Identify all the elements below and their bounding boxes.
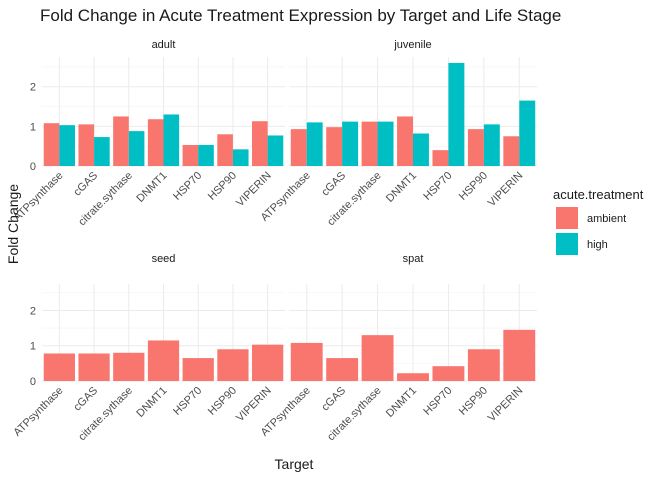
bar-spat-ambient-VIPERIN (503, 329, 536, 381)
x-tick-label: VIPERIN (234, 385, 274, 425)
chart-title: Fold Change in Acute Treatment Expressio… (40, 6, 561, 25)
bar-juvenile-high-HSP70 (448, 62, 465, 167)
bar-adult-high-citrate.sythase (128, 131, 145, 166)
bar-juvenile-high-HSP90 (483, 124, 500, 166)
bar-spat-ambient-ATPsynthase (290, 342, 323, 381)
x-tick-label: cGAS (71, 385, 100, 414)
bar-juvenile-high-citrate.sythase (377, 121, 394, 166)
bar-adult-high-HSP70 (198, 144, 214, 166)
facet-label: seed (152, 253, 176, 265)
bar-juvenile-ambient-ATPsynthase (290, 129, 307, 166)
y-tick-label: 0 (30, 376, 36, 388)
bar-seed-ambient-cGAS (78, 353, 110, 381)
x-tick-label: VIPERIN (486, 170, 526, 210)
bar-juvenile-ambient-HSP70 (432, 150, 449, 166)
x-tick-label: HSP90 (457, 385, 490, 418)
x-axis-title: Target (275, 456, 314, 472)
bar-spat-ambient-cGAS (326, 358, 359, 381)
bar-juvenile-high-ATPsynthase (306, 122, 323, 166)
y-axis-title: Fold Change (5, 184, 21, 264)
bar-juvenile-high-VIPERIN (519, 100, 536, 166)
facet-label: juvenile (393, 39, 431, 51)
bar-adult-ambient-HSP70 (182, 144, 199, 166)
x-tick-label: HSP70 (421, 170, 454, 203)
bar-juvenile-high-cGAS (342, 121, 359, 166)
x-tick-label: HSP70 (171, 170, 204, 203)
bar-juvenile-ambient-HSP90 (467, 129, 484, 166)
bar-adult-ambient-citrate.sythase (113, 116, 129, 166)
facet-label: adult (152, 39, 176, 51)
bar-seed-ambient-VIPERIN (252, 344, 284, 381)
bar-seed-ambient-ATPsynthase (43, 353, 75, 381)
x-tick-label: VIPERIN (486, 385, 526, 425)
x-tick-label: DNMT1 (134, 170, 169, 205)
bar-seed-ambient-citrate.sythase (113, 352, 145, 381)
bar-adult-high-HSP90 (232, 149, 249, 166)
legend-title: acute.treatment (553, 187, 644, 202)
x-tick-label: DNMT1 (134, 385, 169, 420)
x-tick-label: HSP90 (206, 170, 239, 203)
y-tick-label: 2 (30, 82, 36, 94)
bar-adult-high-DNMT1 (163, 114, 180, 166)
x-tick-label: cGAS (319, 170, 348, 199)
x-tick-label: DNMT1 (384, 170, 419, 205)
y-tick-label: 0 (30, 161, 36, 173)
x-tick-label: ATPsynthase (11, 385, 65, 439)
y-tick-label: 2 (30, 305, 36, 317)
bar-seed-ambient-HSP90 (217, 349, 249, 381)
x-tick-label: HSP90 (457, 170, 490, 203)
bar-adult-ambient-DNMT1 (147, 119, 164, 166)
bar-adult-high-ATPsynthase (59, 125, 75, 166)
y-tick-label: 1 (30, 341, 36, 353)
x-tick-label: DNMT1 (384, 385, 419, 420)
bar-adult-high-VIPERIN (267, 135, 284, 166)
legend: acute.treatment ambient high (553, 187, 644, 255)
bar-spat-ambient-citrate.sythase (361, 335, 394, 381)
bar-spat-ambient-HSP70 (432, 366, 465, 381)
x-tick-label: HSP70 (171, 385, 204, 418)
legend-key-high (556, 233, 578, 255)
bar-adult-ambient-cGAS (78, 124, 95, 166)
facet-label: spat (403, 253, 424, 265)
bar-juvenile-ambient-citrate.sythase (361, 121, 378, 166)
bar-spat-ambient-DNMT1 (397, 373, 429, 381)
bar-spat-ambient-HSP90 (467, 349, 500, 381)
bar-seed-ambient-DNMT1 (147, 340, 180, 381)
bar-juvenile-high-DNMT1 (413, 133, 429, 166)
y-tick-label: 1 (30, 121, 36, 133)
legend-label-ambient: ambient (587, 213, 626, 225)
legend-label-high: high (587, 239, 608, 251)
bar-juvenile-ambient-VIPERIN (503, 136, 520, 166)
bar-adult-high-cGAS (94, 137, 110, 166)
x-tick-label: VIPERIN (234, 170, 274, 210)
bar-seed-ambient-HSP70 (182, 358, 214, 381)
legend-key-ambient (556, 207, 578, 229)
x-tick-label: HSP90 (206, 385, 239, 418)
bar-adult-ambient-ATPsynthase (43, 123, 60, 166)
x-tick-label: cGAS (71, 170, 100, 199)
bar-adult-ambient-VIPERIN (252, 121, 268, 166)
bar-juvenile-ambient-DNMT1 (397, 116, 413, 166)
bar-adult-ambient-HSP90 (217, 134, 233, 166)
x-tick-label: cGAS (319, 385, 348, 414)
bar-juvenile-ambient-cGAS (326, 127, 343, 166)
x-tick-label: HSP70 (421, 385, 454, 418)
